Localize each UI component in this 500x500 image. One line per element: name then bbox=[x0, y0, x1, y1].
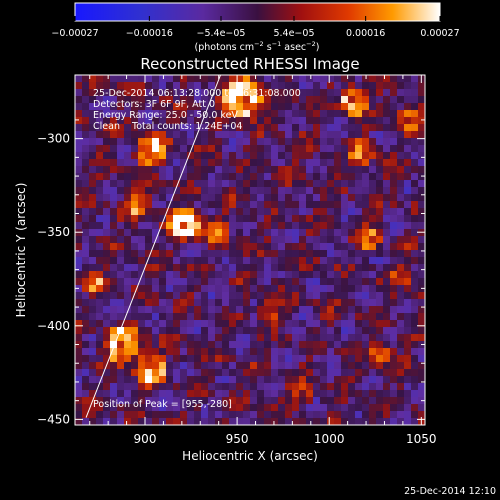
colorbar-unit-label: (photons cm−2 s−1 asec−2) bbox=[195, 40, 320, 53]
annotation-counts: Clean Total counts: 1.24E+04 bbox=[93, 121, 242, 132]
y-tick-label: −300 bbox=[37, 132, 70, 146]
colorbar-tick-label: 0.00016 bbox=[346, 28, 385, 39]
solar-limb-line bbox=[85, 74, 221, 418]
heatmap-cells bbox=[75, 75, 425, 425]
colorbar-ticks: −0.00027 −0.00016 −5.4e−05 5.4e−05 0.00016 0.… bbox=[51, 16, 460, 39]
colorbar-tick-label: −0.00027 bbox=[51, 28, 98, 39]
annotation-energy-range: Energy Range: 25.0 - 50.0 keV bbox=[93, 110, 238, 121]
y-tick-label: −350 bbox=[37, 225, 70, 239]
colorbar-tick-label: −0.00016 bbox=[126, 28, 173, 39]
x-axis-ticks: 900 950 1000 1050 bbox=[89, 75, 437, 446]
annotation-detectors: Detectors: 3F 6F 9F, Att 0 bbox=[93, 99, 215, 110]
annotation-time-range: 25-Dec-2014 06:13:28.000 to 06:31:08.000 bbox=[93, 88, 301, 99]
x-tick-label: 1050 bbox=[406, 432, 437, 446]
y-tick-label: −400 bbox=[37, 319, 70, 333]
chart-title: Reconstructed RHESSI Image bbox=[140, 55, 359, 73]
colorbar-tick-label: 0.00027 bbox=[420, 28, 459, 39]
y-tick-label: −450 bbox=[37, 412, 70, 426]
peak-position-label: Position of Peak = [955,-280] bbox=[93, 399, 232, 410]
y-axis-label: Heliocentric Y (arcsec) bbox=[14, 183, 28, 318]
footer-timestamp: 25-Dec-2014 12:10 bbox=[404, 486, 496, 497]
x-tick-label: 1000 bbox=[314, 432, 345, 446]
y-axis-ticks: −300 −350 −400 −450 bbox=[37, 119, 425, 426]
plot-frame bbox=[74, 74, 426, 426]
colorbar-tick-label: −5.4e−05 bbox=[197, 28, 246, 39]
annotation-block: 25-Dec-2014 06:13:28.000 to 06:31:08.000… bbox=[93, 88, 301, 132]
x-axis-label: Heliocentric X (arcsec) bbox=[182, 449, 318, 463]
colorbar-tick-label: 5.4e−05 bbox=[273, 28, 314, 39]
x-tick-label: 950 bbox=[226, 432, 249, 446]
x-tick-label: 900 bbox=[134, 432, 157, 446]
colorbar bbox=[74, 2, 441, 22]
